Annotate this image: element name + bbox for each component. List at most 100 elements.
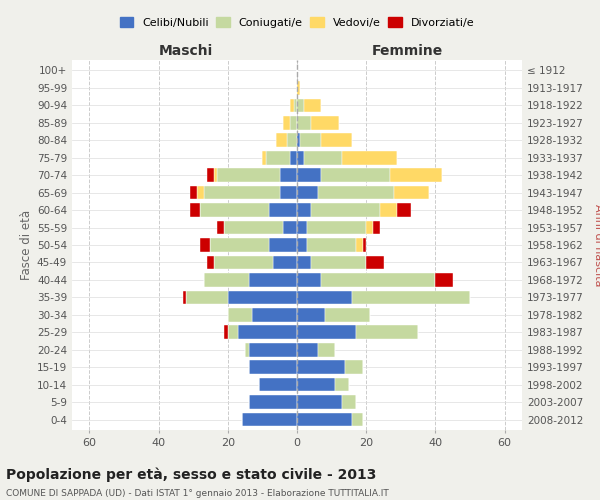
Bar: [217, 220, 224, 234]
Bar: [248, 273, 297, 286]
Bar: [342, 396, 356, 409]
Bar: [352, 290, 470, 304]
Text: Maschi: Maschi: [159, 44, 214, 59]
Bar: [228, 290, 297, 304]
Bar: [380, 204, 397, 217]
Bar: [301, 134, 321, 147]
Bar: [211, 238, 269, 252]
Bar: [297, 273, 321, 286]
Bar: [325, 308, 370, 322]
Bar: [297, 256, 311, 270]
Bar: [321, 168, 391, 182]
Bar: [197, 186, 203, 200]
Bar: [290, 151, 297, 164]
Bar: [252, 308, 297, 322]
Bar: [248, 396, 297, 409]
Bar: [318, 186, 394, 200]
Bar: [318, 343, 335, 356]
Legend: Celibi/Nubili, Coniugati/e, Vedovi/e, Divorziati/e: Celibi/Nubili, Coniugati/e, Vedovi/e, Di…: [116, 14, 478, 31]
Bar: [248, 343, 297, 356]
Y-axis label: Anni di nascita: Anni di nascita: [593, 204, 600, 286]
Bar: [297, 151, 304, 164]
Bar: [290, 116, 297, 130]
Bar: [224, 220, 283, 234]
Bar: [297, 186, 318, 200]
Bar: [276, 134, 287, 147]
Bar: [391, 168, 442, 182]
Bar: [342, 151, 397, 164]
Bar: [269, 204, 297, 217]
Bar: [280, 168, 297, 182]
Bar: [356, 238, 363, 252]
Bar: [214, 168, 217, 182]
Bar: [297, 378, 335, 392]
Bar: [297, 326, 356, 339]
Bar: [297, 116, 311, 130]
Bar: [304, 151, 342, 164]
Bar: [346, 360, 363, 374]
Bar: [242, 412, 297, 426]
Bar: [297, 360, 346, 374]
Bar: [366, 256, 383, 270]
Bar: [190, 204, 200, 217]
Bar: [394, 186, 428, 200]
Bar: [200, 238, 211, 252]
Bar: [297, 308, 325, 322]
Bar: [266, 151, 290, 164]
Bar: [217, 168, 280, 182]
Bar: [203, 186, 280, 200]
Bar: [321, 134, 352, 147]
Bar: [207, 256, 214, 270]
Bar: [297, 238, 307, 252]
Bar: [297, 343, 318, 356]
Bar: [304, 98, 321, 112]
Bar: [297, 396, 342, 409]
Bar: [307, 238, 356, 252]
Bar: [283, 220, 297, 234]
Bar: [183, 290, 186, 304]
Bar: [262, 151, 266, 164]
Bar: [311, 256, 366, 270]
Bar: [397, 204, 411, 217]
Bar: [259, 378, 297, 392]
Bar: [228, 326, 238, 339]
Bar: [297, 168, 321, 182]
Text: Femmine: Femmine: [372, 44, 443, 59]
Bar: [214, 256, 273, 270]
Bar: [280, 186, 297, 200]
Bar: [321, 273, 436, 286]
Bar: [228, 308, 252, 322]
Bar: [207, 168, 214, 182]
Bar: [248, 360, 297, 374]
Bar: [297, 98, 304, 112]
Bar: [356, 326, 418, 339]
Bar: [311, 204, 380, 217]
Bar: [224, 326, 228, 339]
Bar: [297, 81, 301, 94]
Bar: [245, 343, 248, 356]
Bar: [287, 134, 297, 147]
Bar: [293, 98, 297, 112]
Bar: [273, 256, 297, 270]
Bar: [373, 220, 380, 234]
Text: COMUNE DI SAPPADA (UD) - Dati ISTAT 1° gennaio 2013 - Elaborazione TUTTITALIA.IT: COMUNE DI SAPPADA (UD) - Dati ISTAT 1° g…: [6, 489, 389, 498]
Bar: [203, 273, 248, 286]
Bar: [297, 220, 307, 234]
Bar: [297, 290, 352, 304]
Bar: [335, 378, 349, 392]
Bar: [290, 98, 293, 112]
Bar: [307, 220, 366, 234]
Text: Popolazione per età, sesso e stato civile - 2013: Popolazione per età, sesso e stato civil…: [6, 468, 376, 482]
Bar: [366, 220, 373, 234]
Bar: [283, 116, 290, 130]
Bar: [190, 186, 197, 200]
Bar: [297, 134, 301, 147]
Bar: [297, 412, 352, 426]
Bar: [238, 326, 297, 339]
Bar: [363, 238, 366, 252]
Y-axis label: Fasce di età: Fasce di età: [20, 210, 33, 280]
Bar: [186, 290, 228, 304]
Bar: [269, 238, 297, 252]
Bar: [311, 116, 338, 130]
Bar: [200, 204, 269, 217]
